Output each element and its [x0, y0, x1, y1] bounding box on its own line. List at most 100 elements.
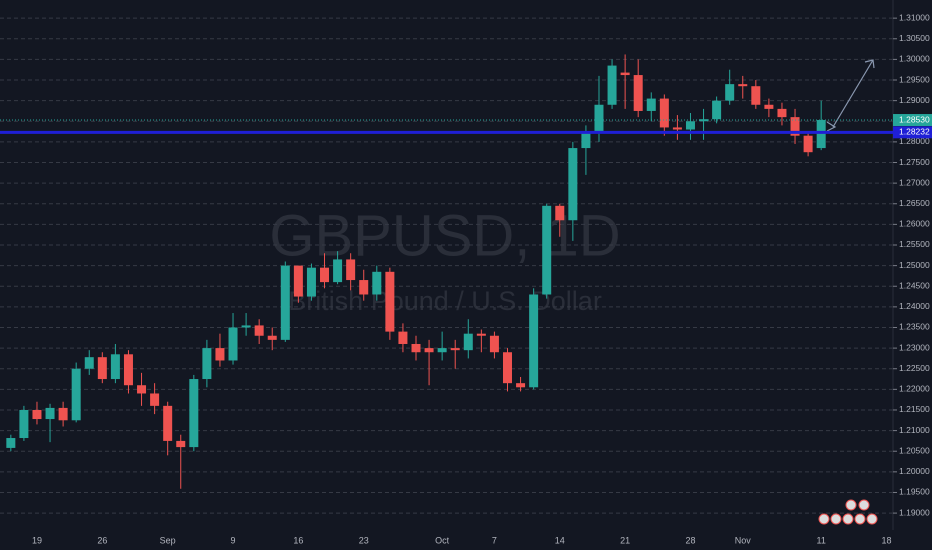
candle-body — [685, 121, 695, 130]
y-tick-label: 1.24500 — [899, 280, 930, 290]
candle-body — [398, 331, 408, 344]
x-tick-label: Nov — [735, 535, 752, 545]
candle-body — [241, 325, 251, 328]
y-tick-label: 1.23000 — [899, 342, 930, 352]
candle-body — [790, 117, 800, 136]
y-tick-label: 1.27000 — [899, 177, 930, 187]
y-tick-label: 1.23500 — [899, 322, 930, 332]
candle-body — [58, 407, 68, 421]
candle-body — [333, 259, 343, 283]
x-tick-label: 19 — [32, 535, 42, 545]
icon — [818, 513, 830, 525]
overlay — [826, 59, 875, 132]
candle-body — [411, 343, 421, 353]
horizontal-line-label: 1.28232 — [899, 127, 930, 137]
candle-body — [254, 325, 264, 336]
x-tick-label: 21 — [620, 535, 630, 545]
candle-body — [516, 383, 526, 388]
icon — [845, 499, 857, 511]
x-tick-label: 16 — [293, 535, 303, 545]
icon — [866, 513, 878, 525]
candle-body — [385, 271, 395, 332]
candle-body — [372, 271, 382, 295]
candle-body — [424, 348, 434, 353]
x-tick-label: 28 — [685, 535, 695, 545]
x-tick-label: 7 — [492, 535, 497, 545]
candle-body — [816, 120, 826, 149]
arrow-head — [864, 59, 875, 69]
grid — [0, 17, 893, 514]
candle-body — [19, 409, 29, 439]
y-tick-label: 1.28000 — [899, 136, 930, 146]
candle-body — [568, 148, 578, 221]
candle-body — [293, 265, 303, 297]
candle-body — [267, 335, 277, 340]
candle-body — [228, 327, 238, 361]
y-tick-label: 1.29000 — [899, 95, 930, 105]
bottom-icons — [818, 499, 878, 525]
x-tick-label: 9 — [231, 535, 236, 545]
y-tick-label: 1.20500 — [899, 445, 930, 455]
y-tick-label: 1.19000 — [899, 507, 930, 517]
y-tick-label: 1.30500 — [899, 33, 930, 43]
candle-body — [803, 135, 813, 153]
candle-body — [320, 267, 330, 283]
candle-body — [6, 438, 16, 448]
x-tick-label: Sep — [160, 535, 176, 545]
candle-body — [594, 104, 604, 132]
candle-body — [712, 100, 722, 120]
candle-body — [137, 385, 147, 394]
y-tick-label: 1.27500 — [899, 157, 930, 167]
candle-body — [450, 348, 460, 351]
candle-body — [189, 379, 199, 448]
candle-body — [202, 348, 212, 380]
y-tick-label: 1.30000 — [899, 54, 930, 64]
y-tick-label: 1.31000 — [899, 12, 930, 22]
candle-body — [280, 265, 290, 340]
candle-body — [110, 354, 120, 380]
watermark-symbol: GBPUSD, 1D — [269, 203, 620, 268]
icon — [858, 499, 870, 511]
candle-body — [84, 357, 94, 369]
candle-body — [607, 65, 617, 105]
watermark-description: British Pound / U.S. Dollar — [288, 286, 602, 316]
y-tick-label: 1.19500 — [899, 487, 930, 497]
y-tick-label: 1.29500 — [899, 74, 930, 84]
candle-body — [633, 75, 643, 111]
candle-body — [71, 368, 81, 421]
y-tick-label: 1.20000 — [899, 466, 930, 476]
icon — [830, 513, 842, 525]
y-tick-label: 1.25000 — [899, 260, 930, 270]
last-price-line-label: 1.28530 — [899, 114, 930, 124]
candle-body — [306, 267, 316, 297]
candle-body — [751, 86, 761, 105]
y-tick-label: 1.22000 — [899, 384, 930, 394]
candle-body — [764, 104, 774, 109]
y-tick-label: 1.21000 — [899, 425, 930, 435]
y-tick-label: 1.22500 — [899, 363, 930, 373]
candle-body — [699, 119, 709, 122]
candle-body — [346, 259, 356, 281]
x-tick-label: 14 — [555, 535, 565, 545]
icon — [842, 513, 854, 525]
candle-body — [215, 348, 225, 361]
y-tick-label: 1.21500 — [899, 404, 930, 414]
x-tick-label: 26 — [97, 535, 107, 545]
candle-body — [777, 108, 787, 118]
candle-body — [725, 84, 735, 101]
candle-body — [176, 440, 186, 448]
x-tick-label: 11 — [817, 535, 826, 545]
candle-body — [672, 127, 682, 130]
candle-body — [620, 72, 630, 76]
candle-body — [437, 348, 447, 353]
candle-body — [359, 280, 369, 295]
y-tick-label: 1.26500 — [899, 198, 930, 208]
candle-body — [476, 333, 486, 336]
candle-body — [45, 407, 55, 420]
candle-body — [542, 205, 552, 295]
x-tick-label: 23 — [359, 535, 369, 545]
candle-body — [32, 409, 42, 420]
